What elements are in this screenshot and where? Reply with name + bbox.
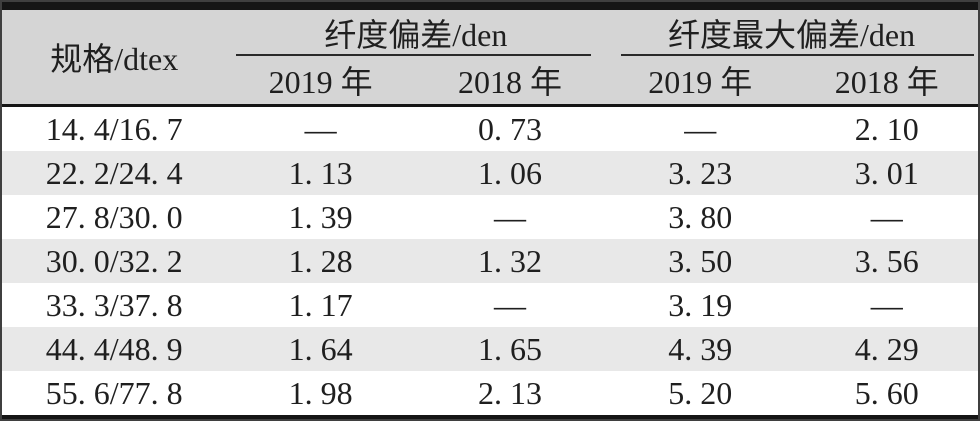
value-cell: 1. 64 bbox=[288, 330, 353, 367]
value-cell: — bbox=[493, 286, 526, 323]
table-row: 14. 4/16. 7 — 0. 73 — 2. 10 bbox=[2, 105, 978, 151]
value-cell: 3. 56 bbox=[854, 242, 919, 279]
spec-cell: 27. 8/30. 0 bbox=[45, 198, 183, 235]
value-cell: — bbox=[493, 198, 526, 235]
value-cell: 3. 19 bbox=[668, 286, 733, 323]
value-cell: — bbox=[684, 110, 717, 147]
value-cell: 2. 10 bbox=[854, 110, 919, 147]
value-cell: 5. 60 bbox=[854, 374, 919, 411]
value-cell: 3. 01 bbox=[854, 154, 919, 191]
spec-cell: 14. 4/16. 7 bbox=[45, 110, 183, 147]
table-header: 规格/dtex 纤度偏差/den 纤度最大偏差/den 2019 年 2018 … bbox=[2, 6, 978, 107]
value-cell: 1. 32 bbox=[477, 242, 542, 279]
col-header-deviation-2019: 2019 年 bbox=[226, 56, 415, 107]
value-cell: 3. 50 bbox=[668, 242, 733, 279]
spec-cell: 22. 2/24. 4 bbox=[45, 154, 183, 191]
value-cell: 1. 28 bbox=[288, 242, 353, 279]
value-cell: 1. 17 bbox=[288, 286, 353, 323]
table-row: 30. 0/32. 2 1. 28 1. 32 3. 50 3. 56 bbox=[2, 239, 978, 283]
value-cell: 2. 13 bbox=[477, 374, 542, 411]
value-cell: 1. 39 bbox=[288, 198, 353, 235]
table-row: 22. 2/24. 4 1. 13 1. 06 3. 23 3. 01 bbox=[2, 151, 978, 195]
value-cell: 4. 29 bbox=[854, 330, 919, 367]
table-row: 44. 4/48. 9 1. 64 1. 65 4. 39 4. 29 bbox=[2, 327, 978, 371]
col-group-max-fineness-deviation: 纤度最大偏差/den bbox=[605, 6, 978, 56]
value-cell: 1. 06 bbox=[477, 154, 542, 191]
table-row: 27. 8/30. 0 1. 39 — 3. 80 — bbox=[2, 195, 978, 239]
value-cell: — bbox=[870, 198, 903, 235]
table-row: 55. 6/77. 8 1. 98 2. 13 5. 20 5. 60 bbox=[2, 371, 978, 418]
header-sub-row: 2019 年 2018 年 2019 年 2018 年 bbox=[2, 56, 978, 107]
spec-cell: 44. 4/48. 9 bbox=[45, 330, 183, 367]
value-cell: 4. 39 bbox=[668, 330, 733, 367]
value-cell: 0. 73 bbox=[477, 110, 542, 147]
col-header-deviation-2018: 2018 年 bbox=[414, 56, 606, 107]
spec-cell: 30. 0/32. 2 bbox=[45, 242, 183, 279]
value-cell: — bbox=[870, 286, 903, 323]
value-cell: 3. 23 bbox=[668, 154, 733, 191]
spec-cell: 55. 6/77. 8 bbox=[45, 374, 183, 411]
col-header-max-deviation-2018: 2018 年 bbox=[795, 56, 978, 107]
table-row: 33. 3/37. 8 1. 17 — 3. 19 — bbox=[2, 283, 978, 327]
header-group-row: 规格/dtex 纤度偏差/den 纤度最大偏差/den bbox=[2, 6, 978, 107]
col-group-fineness-deviation: 纤度偏差/den bbox=[226, 6, 605, 56]
value-cell: 3. 80 bbox=[668, 198, 733, 235]
value-cell: 1. 13 bbox=[288, 154, 353, 191]
value-cell: 1. 65 bbox=[477, 330, 542, 367]
col-header-spec: 规格/dtex bbox=[2, 6, 227, 107]
col-header-max-deviation-2019: 2019 年 bbox=[605, 56, 796, 107]
value-cell: — bbox=[304, 110, 337, 147]
table-body: 14. 4/16. 7—0. 73—2. 10 22. 2/24. 4 1. 13 1… bbox=[2, 105, 978, 418]
value-cell: 1. 98 bbox=[288, 374, 353, 411]
spec-cell: 33. 3/37. 8 bbox=[45, 286, 183, 323]
value-cell: 5. 20 bbox=[668, 374, 733, 411]
